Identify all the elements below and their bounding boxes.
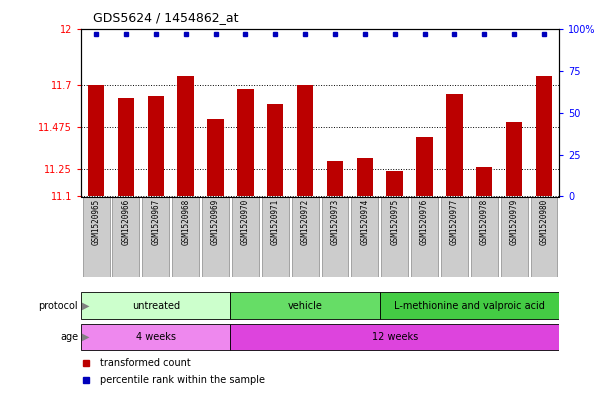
Text: percentile rank within the sample: percentile rank within the sample [100, 375, 265, 385]
FancyBboxPatch shape [81, 324, 230, 350]
Text: vehicle: vehicle [288, 301, 323, 310]
FancyBboxPatch shape [82, 196, 109, 277]
Bar [535, 76, 552, 196]
Text: GSM1520967: GSM1520967 [151, 199, 160, 245]
Bar [386, 171, 403, 196]
Bar [476, 167, 492, 196]
Text: ▶: ▶ [82, 332, 90, 342]
Text: GSM1520972: GSM1520972 [300, 199, 310, 245]
FancyBboxPatch shape [352, 196, 378, 277]
Text: GSM1520977: GSM1520977 [450, 199, 459, 245]
Bar [118, 98, 134, 196]
FancyBboxPatch shape [441, 196, 468, 277]
Text: GDS5624 / 1454862_at: GDS5624 / 1454862_at [93, 11, 239, 24]
FancyBboxPatch shape [202, 196, 229, 277]
FancyBboxPatch shape [230, 324, 559, 350]
FancyBboxPatch shape [142, 196, 169, 277]
FancyBboxPatch shape [172, 196, 199, 277]
Bar [416, 137, 433, 196]
Text: GSM1520975: GSM1520975 [390, 199, 399, 245]
Bar [356, 158, 373, 196]
FancyBboxPatch shape [381, 196, 408, 277]
Text: age: age [60, 332, 78, 342]
Text: untreated: untreated [132, 301, 180, 310]
FancyBboxPatch shape [471, 196, 498, 277]
FancyBboxPatch shape [501, 196, 528, 277]
Text: GSM1520969: GSM1520969 [211, 199, 220, 245]
Text: GSM1520970: GSM1520970 [241, 199, 250, 245]
Text: L-methionine and valproic acid: L-methionine and valproic acid [394, 301, 545, 310]
Text: GSM1520978: GSM1520978 [480, 199, 489, 245]
Text: GSM1520965: GSM1520965 [91, 199, 100, 245]
FancyBboxPatch shape [112, 196, 139, 277]
Bar [237, 89, 254, 196]
Bar [148, 96, 164, 196]
Bar [267, 104, 284, 196]
Text: GSM1520966: GSM1520966 [121, 199, 130, 245]
Bar [327, 161, 343, 196]
Text: GSM1520979: GSM1520979 [510, 199, 519, 245]
Bar [177, 76, 194, 196]
Text: GSM1520973: GSM1520973 [331, 199, 340, 245]
Text: transformed count: transformed count [100, 358, 191, 367]
FancyBboxPatch shape [411, 196, 438, 277]
Text: GSM1520968: GSM1520968 [181, 199, 190, 245]
FancyBboxPatch shape [531, 196, 558, 277]
FancyBboxPatch shape [81, 292, 230, 319]
Bar [506, 122, 522, 196]
Text: GSM1520974: GSM1520974 [361, 199, 370, 245]
Text: 12 weeks: 12 weeks [371, 332, 418, 342]
Text: ▶: ▶ [82, 301, 90, 310]
Text: protocol: protocol [38, 301, 78, 310]
FancyBboxPatch shape [232, 196, 259, 277]
Bar [207, 119, 224, 196]
Bar [88, 85, 105, 196]
FancyBboxPatch shape [230, 292, 380, 319]
Text: GSM1520971: GSM1520971 [270, 199, 279, 245]
FancyBboxPatch shape [262, 196, 288, 277]
Text: GSM1520980: GSM1520980 [540, 199, 549, 245]
FancyBboxPatch shape [322, 196, 349, 277]
Bar [297, 85, 313, 196]
Text: GSM1520976: GSM1520976 [420, 199, 429, 245]
Bar [446, 94, 463, 196]
FancyBboxPatch shape [291, 196, 319, 277]
FancyBboxPatch shape [380, 292, 559, 319]
Text: 4 weeks: 4 weeks [136, 332, 175, 342]
